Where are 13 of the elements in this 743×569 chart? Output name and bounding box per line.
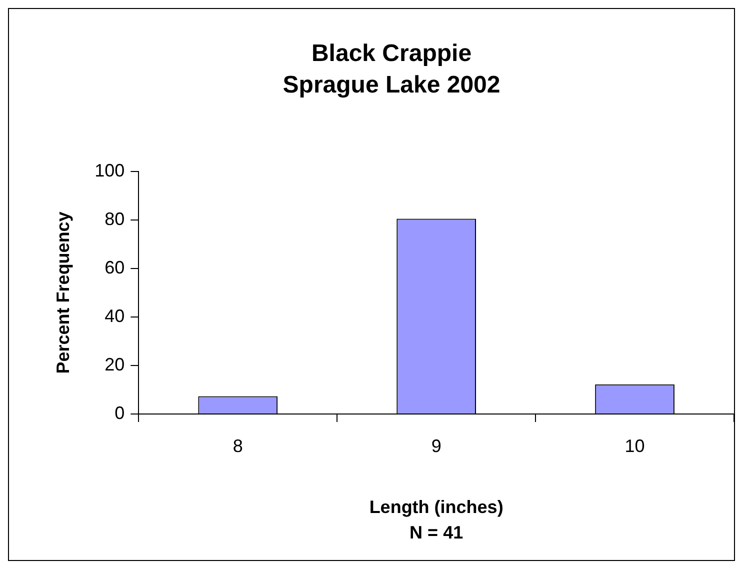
- y-tick-label: 60: [104, 257, 125, 278]
- y-tick-label: 20: [104, 354, 125, 374]
- x-axis-title: Length (inches): [369, 497, 504, 518]
- y-tick-label: 40: [104, 306, 125, 326]
- x-tick-label: 9: [431, 436, 442, 456]
- y-axis-title: Percent Frequency: [52, 212, 73, 374]
- text: N = 41: [410, 522, 464, 542]
- y-tick-label: 100: [94, 160, 125, 180]
- y-tick-label: 0: [114, 402, 125, 423]
- x-tick-label: 8: [232, 436, 243, 456]
- y-tick-label: 80: [104, 208, 125, 229]
- x-tick-label: 10: [624, 436, 645, 456]
- chart-title: Black Crappie Sprague Lake 2002: [282, 40, 500, 98]
